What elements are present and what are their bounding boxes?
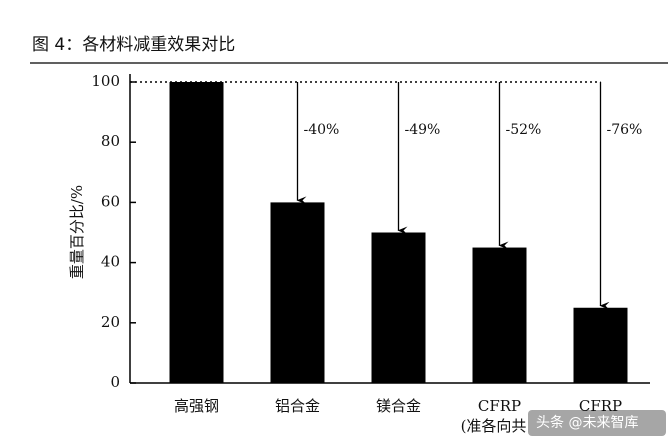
y-tick-label: 60 — [101, 192, 120, 210]
watermark: 头条 @未来智库 — [536, 414, 638, 431]
x-tick-label: 高强钢 — [174, 397, 219, 415]
y-tick-label: 20 — [101, 313, 120, 331]
bar — [169, 82, 224, 383]
reduction-label: -49% — [405, 122, 441, 138]
y-axis-label: 重量百分比/% — [68, 185, 86, 279]
reduction-label: -76% — [607, 122, 643, 138]
bar — [270, 202, 325, 383]
x-tick-label: 镁合金 — [376, 397, 421, 415]
bar — [573, 307, 628, 383]
x-tick-label: CFRP — [478, 397, 521, 415]
y-tick-label: 100 — [91, 72, 120, 90]
y-tick-label: 80 — [101, 132, 120, 150]
watermark-bg — [528, 410, 666, 436]
y-tick-label: 40 — [101, 253, 120, 271]
x-tick-label: CFRP — [579, 397, 622, 415]
reduction-label: -40% — [304, 122, 340, 138]
x-tick-label: 铝合金 — [275, 397, 320, 415]
bar — [371, 232, 426, 383]
bar — [472, 247, 527, 383]
x-tick-sublabel: (准各向共 — [461, 417, 527, 435]
y-tick-label: 0 — [110, 373, 120, 391]
chart-title: 图 4：各材料减重效果对比 — [32, 35, 235, 55]
reduction-label: -52% — [506, 122, 542, 138]
